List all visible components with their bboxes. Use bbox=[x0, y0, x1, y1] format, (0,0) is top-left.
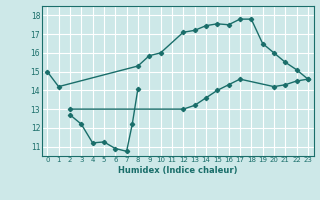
X-axis label: Humidex (Indice chaleur): Humidex (Indice chaleur) bbox=[118, 166, 237, 175]
